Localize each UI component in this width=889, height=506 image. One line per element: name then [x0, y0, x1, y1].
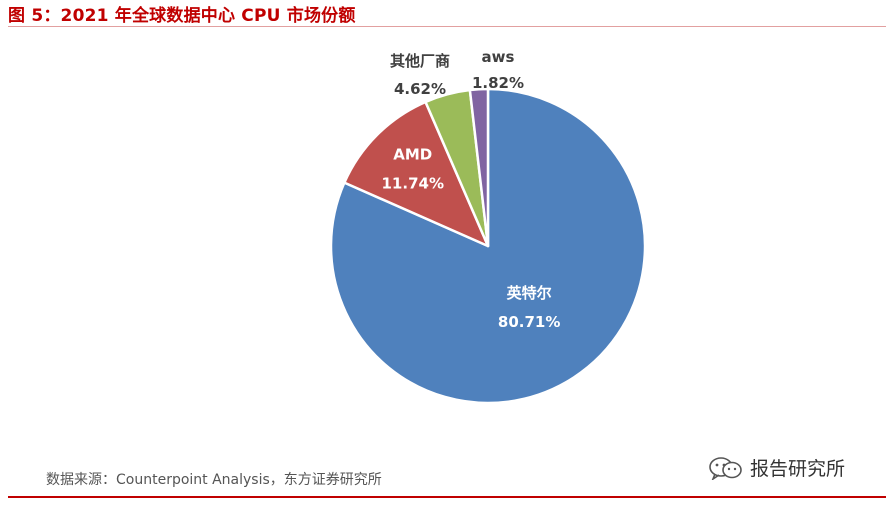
figure-title: 图 5：2021 年全球数据中心 CPU 市场份额 [8, 6, 356, 26]
pie-slices [329, 87, 647, 405]
pie-slice-1 [343, 100, 490, 248]
slice-label-2: 其他厂商 [390, 52, 450, 70]
slice-value-3: 1.82% [472, 74, 524, 92]
watermark: 报告研究所 [708, 454, 845, 481]
slice-label-3: aws [482, 48, 515, 66]
watermark-text: 报告研究所 [750, 458, 846, 480]
pie-labels: 英特尔 80.71% AMD 11.74% 其他厂商 4.62% aws 1.82% [382, 48, 561, 331]
source-note: 数据来源：Counterpoint Analysis，东方证券研究所 [46, 472, 382, 488]
title-divider [8, 26, 886, 27]
pie-slice-3 [468, 87, 490, 248]
slice-label-0: 英特尔 [507, 284, 552, 302]
footer-divider [8, 496, 886, 498]
slice-value-2: 4.62% [394, 80, 446, 98]
slice-label-1: AMD [393, 145, 432, 163]
wechat-icon [708, 456, 744, 481]
slice-value-1: 11.74% [382, 174, 444, 192]
slice-value-0: 80.71% [498, 313, 560, 331]
